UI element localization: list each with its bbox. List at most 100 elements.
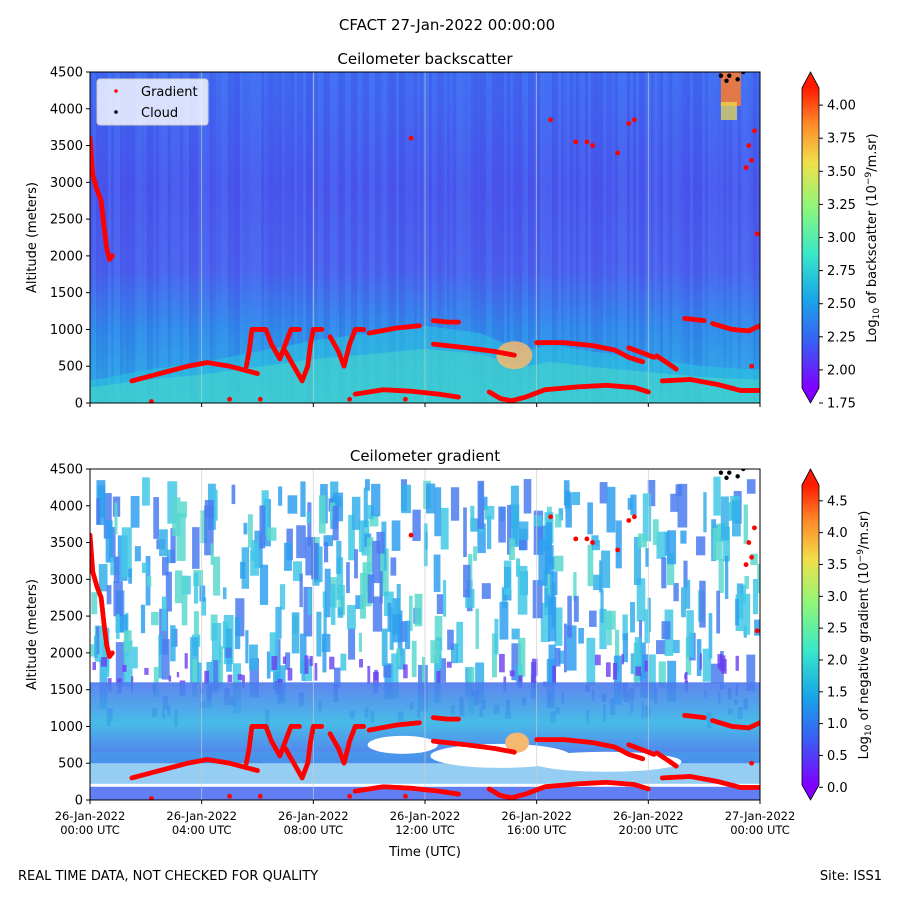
p1-markers-gradient-point-3-88 <box>319 327 325 332</box>
gr-ytick-label-4000: 4000 <box>50 499 83 514</box>
gr-ytick-label-4500: 4500 <box>50 463 83 478</box>
p2-markers-gradient-point-x0 <box>227 793 232 799</box>
p1-markers-gradient-point-x16 <box>754 231 760 237</box>
p1-markers-gradient-point-11-20 <box>701 318 707 324</box>
p2-markers-gradient-point-x10 <box>631 514 637 520</box>
cloud-warm-region <box>720 102 737 120</box>
backscatter-title: Ceilometer backscatter <box>337 50 513 68</box>
gr-xtick-label-16: 26-Jan-2022 16:00 UTC <box>501 809 572 837</box>
gr-xtick-label-20: 26-Jan-2022 20:00 UTC <box>613 809 684 837</box>
p2-markers-gradient-point-1-129 <box>255 768 260 773</box>
cb1-ticks-label-3.50: 3.50 <box>827 165 856 180</box>
bs-ytick-label-1000: 1000 <box>50 323 83 338</box>
p2-markers-gradient-point-x17 <box>548 514 554 520</box>
p2-markers-gradient-point-x4 <box>149 796 154 800</box>
gradient-gap-3 <box>367 735 438 754</box>
backscatter-panel: Ceilometer backscatter 0 500 1000 1500 2000 2… <box>25 50 882 412</box>
p2-markers-gradient-point-x6 <box>573 536 579 542</box>
cb1-ticks-label-2.25: 2.25 <box>827 330 856 345</box>
legend-gradient-marker <box>114 89 118 93</box>
cb2-ticks-label-2.0: 2.0 <box>827 653 848 668</box>
p2-markers-gradient-point-11-20 <box>701 715 707 721</box>
p2-markers-gradient-point-x12 <box>752 525 757 531</box>
p2-markers-gradient-point-4-73 <box>361 724 366 729</box>
cb2-ticks-label-4.0: 4.0 <box>827 526 848 541</box>
p2-markers-gradient-point-0-116 <box>109 650 115 656</box>
gr-ytick-label-3000: 3000 <box>50 573 83 588</box>
p2-markers-gradient-point-10-23 <box>673 763 679 769</box>
x-axis-label: Time (UTC) <box>388 845 461 860</box>
gr-xtick-label-8: 26-Jan-2022 08:00 UTC <box>278 809 349 837</box>
p2-markers-gradient-point-3-88 <box>319 724 325 729</box>
gr-ytick-label-1500: 1500 <box>50 683 83 698</box>
p2-markers-cloud-point-1 <box>727 470 732 475</box>
footer-disclaimer: REAL TIME DATA, NOT CHECKED FOR QUALITY <box>18 869 319 884</box>
p1-markers-gradient-point-5-50 <box>417 323 422 329</box>
p2-markers-gradient-point-x1 <box>257 793 263 799</box>
p1-markers-cloud-point-0 <box>718 73 724 78</box>
cb1-ticks-label-2.75: 2.75 <box>827 264 856 279</box>
p1-markers-gradient-point-x7 <box>590 143 595 148</box>
cb1-ticks-label-3.00: 3.00 <box>827 231 856 246</box>
p1-markers-gradient-point-x0 <box>227 396 232 402</box>
p1-markers-gradient-point-x2 <box>347 396 353 402</box>
p1-markers-gradient-point-x12 <box>752 128 757 134</box>
bs-ytick-label-0: 0 <box>75 397 83 412</box>
p1-markers-gradient-point-x14 <box>749 157 755 163</box>
suptitle: CFACT 27-Jan-2022 00:00:00 <box>339 16 555 34</box>
gr-ytick-label-1000: 1000 <box>50 720 83 735</box>
p1-markers-gradient-point-10-23 <box>673 366 679 372</box>
p2-markers-gradient-point-x16 <box>754 628 760 634</box>
gradient-colorbar-label: Log10 of negative gradient (10−9/m.sr) <box>856 511 874 760</box>
p1-markers-gradient-point-x13 <box>746 143 752 148</box>
gradient-colorbar: 0.0 0.5 1.0 1.5 2.0 2.5 3.0 3.5 4.0 4.5 Log10 of … <box>801 468 874 801</box>
cb2-ticks-label-0.0: 0.0 <box>827 781 848 796</box>
p1-markers-gradient-point-x9 <box>626 121 632 126</box>
gr-xtick-label-4: 26-Jan-2022 04:00 UTC <box>166 809 237 837</box>
p1-markers-gradient-point-x8 <box>615 150 621 156</box>
p2-markers-gradient-point-x7 <box>590 540 595 545</box>
p2-markers-gradient-point-x15 <box>743 562 749 568</box>
cb1-ticks-label-4.00: 4.00 <box>827 99 856 114</box>
p1-markers-gradient-point-6-25 <box>456 319 461 325</box>
footer-site: Site: ISS1 <box>819 869 882 884</box>
p1-markers-gradient-point-7-82 <box>511 352 517 358</box>
gr-xtick-label-0: 26-Jan-2022 00:00 UTC <box>55 809 126 837</box>
cb1-ticks-label-2.50: 2.50 <box>827 297 856 312</box>
p2-markers-gradient-point-x14 <box>749 554 755 560</box>
cb2-ticks-label-0.5: 0.5 <box>827 749 848 764</box>
bs-ytick-label-4000: 4000 <box>50 102 83 117</box>
legend-cloud-label: Cloud <box>141 106 178 121</box>
p1-markers-cloud-point-4 <box>724 78 729 84</box>
p2-markers-gradient-point-x5 <box>408 532 414 538</box>
p2-markers-gradient-point-x18 <box>749 760 755 766</box>
p1-markers-gradient-point-x17 <box>548 117 554 123</box>
bs-ytick-label-2500: 2500 <box>50 213 83 228</box>
p1-markers-cloud-point-2 <box>735 77 740 82</box>
p1-markers-gradient-point-4-73 <box>361 327 366 332</box>
legend: Gradient Cloud <box>96 78 209 126</box>
p1-markers-gradient-point-x10 <box>631 117 637 123</box>
cb1-ticks-label-3.75: 3.75 <box>827 132 856 147</box>
p2-markers-gradient-point-5-50 <box>417 720 422 726</box>
p1-markers-gradient-point-2-114 <box>296 327 302 332</box>
cb2-ticks-label-1.0: 1.0 <box>827 717 848 732</box>
cb2-ticks-label-4.5: 4.5 <box>827 494 848 509</box>
bs-y-axis-label: Altitude (meters) <box>25 182 40 293</box>
p1-markers-cloud-point-1 <box>727 73 732 78</box>
bs-ytick-label-1500: 1500 <box>50 286 83 301</box>
p2-markers-cloud-point-0 <box>718 470 724 475</box>
p2-markers-gradient-point-14-104 <box>456 791 461 797</box>
p2-markers-cloud-point-4 <box>724 475 729 481</box>
p2-markers-gradient-point-x11 <box>584 536 590 542</box>
p2-markers-cloud-point-2 <box>735 474 740 479</box>
p2-markers-cloud-point-3 <box>741 469 746 472</box>
gradient-hotspot <box>505 732 530 753</box>
p2-markers-gradient-point-x13 <box>746 540 752 545</box>
p1-markers-gradient-point-1-129 <box>255 371 260 376</box>
bs-ytick-label-2000: 2000 <box>50 249 83 264</box>
legend-cloud-marker <box>114 110 118 114</box>
p2-markers-gradient-point-12-49 <box>757 720 760 726</box>
p2-markers-gradient-point-x3 <box>403 793 408 799</box>
